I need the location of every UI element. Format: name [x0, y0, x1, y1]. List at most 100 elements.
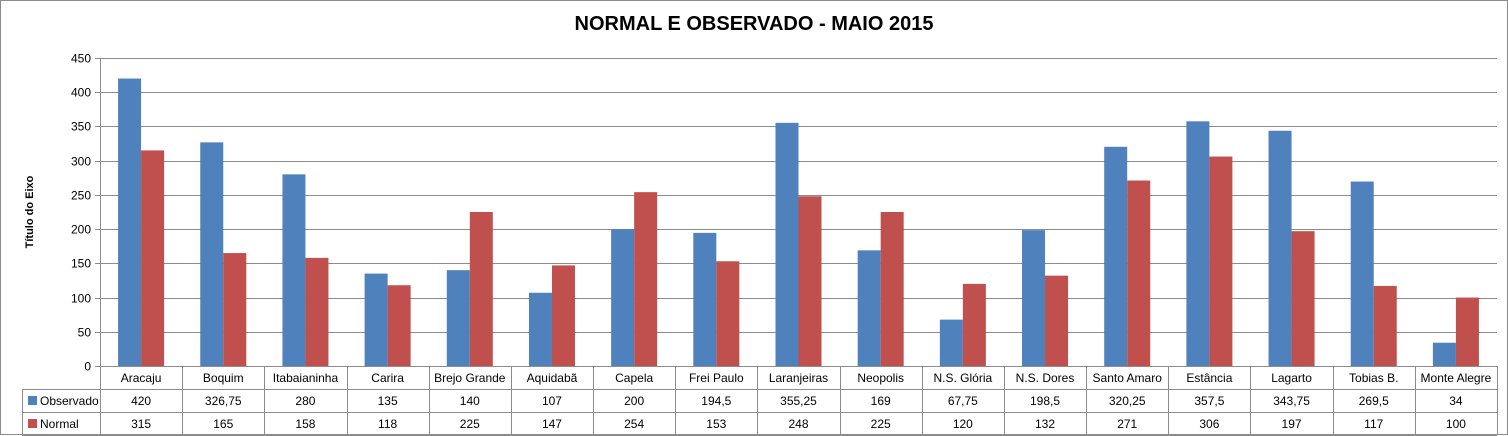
y-axis-title: Título do Eixo — [24, 175, 36, 248]
category-label: Aracaju — [121, 371, 162, 385]
data-label-normal: 100 — [1446, 417, 1466, 431]
data-label-observado: 326,75 — [205, 394, 242, 408]
category-label: Laranjeiras — [769, 371, 828, 385]
category-label: N.S. Dores — [1016, 371, 1075, 385]
category-label: Carira — [371, 371, 404, 385]
bar-observado — [200, 142, 224, 366]
data-label-normal: 225 — [871, 417, 891, 431]
bar-normal — [305, 257, 329, 366]
bar-normal — [469, 212, 493, 366]
category-label: Boquim — [203, 371, 244, 385]
bar-normal — [634, 192, 658, 366]
legend-label-observado: Observado — [40, 394, 99, 408]
category-label: Santo Amaro — [1093, 371, 1163, 385]
data-label-observado: 355,25 — [780, 394, 817, 408]
bar-observado — [1350, 181, 1374, 366]
data-label-normal: 306 — [1199, 417, 1219, 431]
data-label-observado: 343,75 — [1273, 394, 1310, 408]
category-label: Neopolis — [857, 371, 904, 385]
data-label-observado: 34 — [1449, 394, 1463, 408]
data-label-observado: 140 — [460, 394, 480, 408]
data-label-normal: 158 — [295, 417, 315, 431]
data-label-normal: 147 — [542, 417, 562, 431]
data-label-observado: 320,25 — [1109, 394, 1146, 408]
data-label-normal: 271 — [1117, 417, 1137, 431]
category-label: Monte Alegre — [1421, 371, 1492, 385]
bar-observado — [1022, 230, 1046, 366]
category-label: Aquidabã — [527, 371, 578, 385]
data-label-normal: 315 — [131, 417, 151, 431]
bar-observado — [528, 292, 552, 366]
bar-observado — [775, 122, 799, 367]
bar-normal — [1209, 156, 1233, 366]
bar-observado — [939, 319, 963, 366]
bar-observado — [611, 229, 635, 366]
data-label-normal: 165 — [213, 417, 233, 431]
data-label-observado: 420 — [131, 394, 151, 408]
bar-observado — [1104, 146, 1128, 366]
category-label: Itabaianinha — [273, 371, 339, 385]
data-label-observado: 194,5 — [701, 394, 731, 408]
y-tick-label: 250 — [71, 189, 91, 203]
data-label-normal: 117 — [1364, 417, 1383, 431]
category-label: Capela — [615, 371, 653, 385]
data-label-observado: 357,5 — [1194, 394, 1224, 408]
y-tick-label: 450 — [71, 52, 91, 66]
data-label-observado: 135 — [378, 394, 398, 408]
category-label: Lagarto — [1271, 371, 1312, 385]
data-label-normal: 120 — [953, 417, 973, 431]
bar-normal — [223, 253, 247, 366]
data-label-observado: 67,75 — [948, 394, 978, 408]
y-tick-label: 200 — [71, 223, 91, 237]
bar-normal — [551, 265, 575, 366]
bar-normal — [880, 212, 904, 366]
category-label: Tobias B. — [1349, 371, 1398, 385]
legend-label-normal: Normal — [40, 417, 79, 431]
data-label-normal: 118 — [378, 417, 397, 431]
bar-normal — [141, 150, 165, 366]
bar-observado — [446, 270, 470, 366]
bar-normal — [1127, 180, 1151, 366]
bar-observado — [118, 78, 142, 367]
data-label-normal: 254 — [624, 417, 644, 431]
legend-swatch-observado — [28, 396, 37, 405]
category-label: N.S. Glória — [934, 371, 993, 385]
bar-normal — [387, 285, 411, 366]
category-label: Estância — [1186, 371, 1232, 385]
y-tick-label: 300 — [71, 155, 91, 169]
bar-observado — [693, 232, 717, 366]
data-label-observado: 107 — [542, 394, 562, 408]
bar-observado — [1268, 130, 1292, 366]
bar-observado — [1432, 342, 1456, 366]
y-tick-label: 0 — [84, 360, 91, 374]
data-label-observado: 198,5 — [1030, 394, 1060, 408]
bar-normal — [1455, 297, 1479, 366]
y-tick-label: 400 — [71, 86, 91, 100]
data-label-normal: 248 — [788, 417, 808, 431]
data-label-normal: 197 — [1282, 417, 1302, 431]
data-label-observado: 269,5 — [1359, 394, 1389, 408]
bar-normal — [798, 196, 822, 366]
bar-observado — [364, 273, 388, 366]
bar-observado — [1186, 121, 1210, 366]
bar-observado — [282, 174, 306, 366]
bar-observado — [857, 250, 881, 366]
data-label-normal: 132 — [1035, 417, 1055, 431]
data-label-normal: 153 — [706, 417, 726, 431]
bar-normal — [1045, 275, 1069, 366]
data-label-observado: 280 — [295, 394, 315, 408]
chart-title: NORMAL E OBSERVADO - MAIO 2015 — [574, 13, 934, 35]
y-tick-label: 50 — [78, 326, 92, 340]
data-label-normal: 225 — [460, 417, 480, 431]
bar-normal — [716, 261, 740, 366]
category-label: Brejo Grande — [434, 371, 506, 385]
y-tick-label: 350 — [71, 120, 91, 134]
data-label-observado: 169 — [871, 394, 891, 408]
data-label-observado: 200 — [624, 394, 644, 408]
bar-normal — [962, 283, 986, 366]
category-label: Frei Paulo — [689, 371, 744, 385]
bar-normal — [1291, 231, 1315, 366]
bar-normal — [1373, 285, 1397, 366]
